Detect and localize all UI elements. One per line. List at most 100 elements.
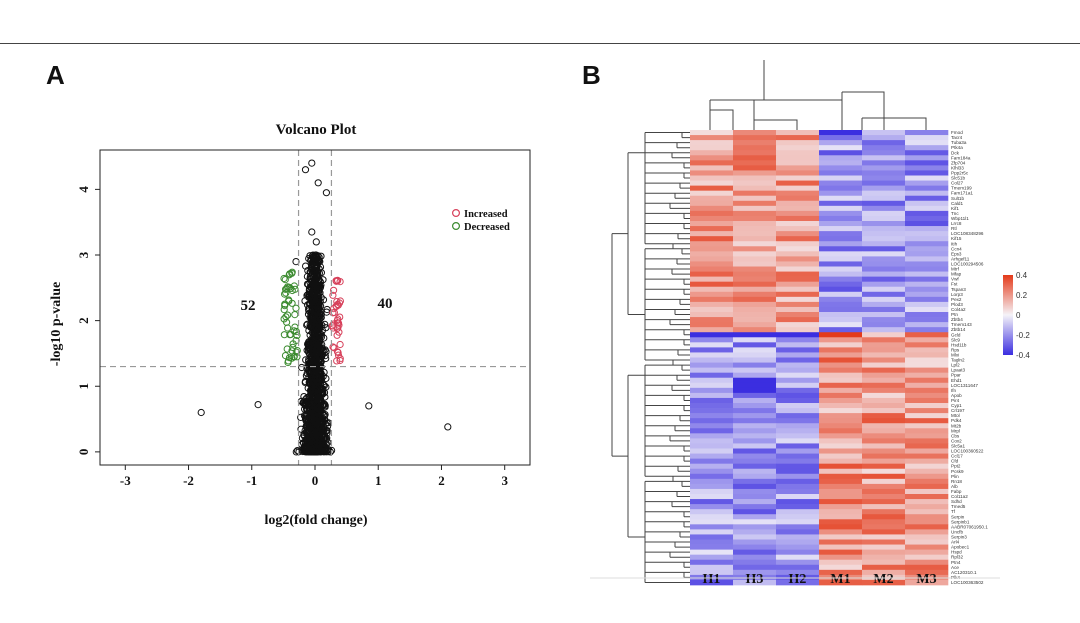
heatmap-cell bbox=[862, 271, 906, 277]
heatmap-cell bbox=[776, 296, 820, 303]
gene-label: Pcsk9 bbox=[951, 469, 964, 474]
gene-label: Col11a2 bbox=[951, 494, 968, 499]
color-scale-bar bbox=[1003, 275, 1013, 355]
heatmap-cell bbox=[905, 428, 949, 434]
heatmap-cell bbox=[819, 579, 863, 586]
heatmap-cell bbox=[862, 306, 906, 313]
heatmap-cell bbox=[819, 286, 863, 293]
nonsignificant-point bbox=[315, 375, 324, 383]
heatmap-cell bbox=[776, 301, 820, 308]
outlier-point bbox=[312, 238, 320, 246]
heatmap-cell bbox=[905, 372, 949, 379]
nonsignificant-point bbox=[314, 282, 322, 290]
nonsignificant-point bbox=[310, 378, 318, 386]
nonsignificant-point bbox=[306, 414, 314, 422]
heatmap-cell bbox=[819, 226, 863, 232]
heatmap-cell bbox=[905, 392, 949, 399]
heatmap-cell bbox=[776, 549, 820, 556]
heatmap-cell bbox=[862, 221, 906, 227]
heatmap-cell bbox=[690, 286, 734, 293]
heatmap-cell bbox=[905, 418, 949, 424]
column-label: M3 bbox=[916, 572, 936, 587]
heatmap-cell bbox=[776, 200, 820, 207]
increased-point bbox=[334, 348, 342, 357]
heatmap-cell bbox=[690, 317, 734, 323]
nonsignificant-point bbox=[315, 297, 323, 305]
heatmap-cell bbox=[733, 458, 777, 465]
gene-label: LOC1311647 bbox=[951, 383, 978, 388]
gene-label: Sult1b bbox=[951, 196, 964, 201]
heatmap-cell bbox=[690, 130, 734, 136]
heatmap-cell bbox=[776, 534, 820, 540]
heatmap-cell bbox=[690, 332, 734, 338]
heatmap-cell bbox=[776, 241, 820, 247]
increased-point bbox=[330, 305, 338, 313]
heatmap-cell bbox=[819, 231, 863, 237]
heatmap-cell bbox=[862, 150, 906, 156]
heatmap-cell bbox=[733, 488, 777, 495]
heatmap-cell bbox=[905, 564, 949, 571]
heatmap-cell bbox=[819, 569, 863, 576]
color-scale-label: 0.4 bbox=[1016, 271, 1028, 280]
heatmap-cell bbox=[690, 180, 734, 186]
heatmap-cell bbox=[690, 236, 734, 242]
heatmap-cell bbox=[905, 291, 949, 298]
heatmap-cell bbox=[905, 266, 949, 272]
nonsignificant-point bbox=[298, 434, 306, 442]
heatmap-cell bbox=[776, 468, 820, 475]
heatmap-cell bbox=[819, 453, 863, 459]
heatmap-cell bbox=[776, 453, 820, 459]
heatmap-cell bbox=[776, 175, 820, 181]
heatmap-cell bbox=[905, 210, 949, 217]
heatmap-cell bbox=[733, 413, 777, 419]
row-dendrogram bbox=[611, 132, 690, 583]
heatmap-cell bbox=[905, 554, 949, 561]
heatmap-cell bbox=[690, 519, 734, 525]
heatmap-cell bbox=[776, 372, 820, 379]
heatmap-cell bbox=[733, 256, 777, 262]
heatmap-cell bbox=[733, 438, 777, 444]
heatmap-cell bbox=[819, 403, 863, 409]
heatmap-cell bbox=[819, 342, 863, 348]
gene-label: Rpl32 bbox=[951, 555, 963, 560]
heatmap-cell bbox=[690, 494, 734, 500]
heatmap-cell bbox=[776, 317, 820, 323]
heatmap-cell bbox=[905, 312, 949, 318]
gene-label: Kif15 bbox=[951, 236, 962, 241]
heatmap-cell bbox=[862, 327, 906, 333]
heatmap-cell bbox=[862, 453, 906, 459]
decreased-point bbox=[282, 285, 290, 293]
gene-label: Gcld bbox=[951, 332, 961, 337]
heatmap-cell bbox=[776, 215, 820, 222]
heatmap-cell bbox=[690, 226, 734, 232]
heatmap-cell bbox=[905, 301, 949, 308]
heatmap-cell bbox=[776, 488, 820, 495]
heatmap-cell bbox=[776, 352, 820, 358]
heatmap-cell bbox=[905, 473, 949, 480]
heatmap-cell bbox=[905, 337, 949, 343]
nonsignificant-point bbox=[316, 257, 324, 266]
heatmap-cell bbox=[776, 448, 820, 454]
heatmap-cell bbox=[690, 478, 734, 485]
heatmap-cell bbox=[776, 458, 820, 465]
heatmap-cell bbox=[819, 443, 863, 449]
heatmap-cell bbox=[862, 281, 906, 288]
heatmap-cell bbox=[905, 155, 949, 161]
heatmap-cell bbox=[690, 221, 734, 227]
outlier-point bbox=[308, 159, 316, 167]
heatmap-cell bbox=[819, 488, 863, 495]
nonsignificant-point bbox=[310, 369, 318, 377]
outlier-point bbox=[254, 401, 262, 409]
volcano-x-axis-label: log2(fold change) bbox=[264, 513, 367, 528]
nonsignificant-point bbox=[311, 305, 320, 313]
heatmap-cell bbox=[776, 286, 820, 293]
nonsignificant-point bbox=[314, 298, 322, 306]
heatmap-cell bbox=[862, 266, 906, 272]
heatmap-cell bbox=[690, 534, 734, 540]
heatmap-cell bbox=[690, 569, 734, 576]
heatmap-cell bbox=[862, 433, 906, 439]
heatmap-cell bbox=[862, 241, 906, 247]
heatmap-cell bbox=[690, 357, 734, 363]
decreased-point bbox=[280, 306, 288, 314]
